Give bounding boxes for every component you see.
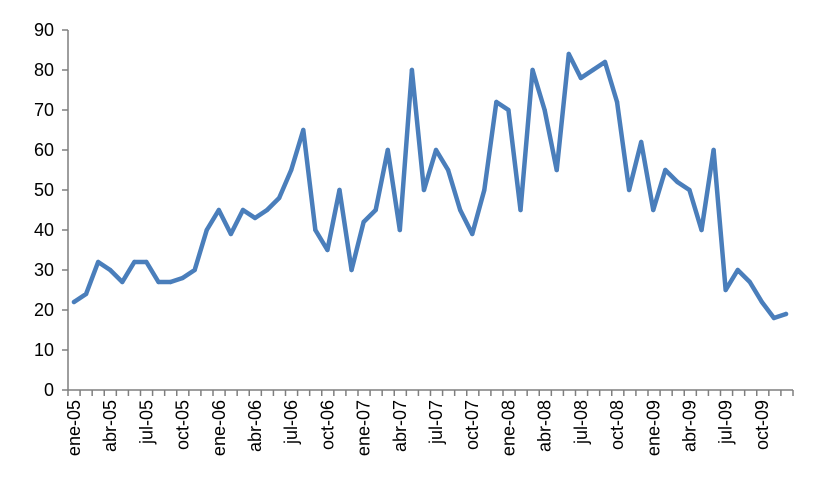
data-point — [144, 259, 149, 265]
data-point — [240, 207, 246, 213]
y-tick-label: 40 — [34, 220, 54, 240]
data-point — [409, 67, 415, 73]
data-point — [470, 231, 475, 237]
data-point — [204, 227, 209, 233]
y-tick-label: 0 — [44, 380, 54, 400]
data-point — [180, 275, 185, 281]
y-tick-label: 80 — [34, 60, 54, 80]
data-point — [216, 207, 222, 213]
data-point — [276, 195, 282, 201]
data-point — [759, 299, 765, 305]
data-point — [71, 299, 77, 305]
data-point — [554, 167, 559, 173]
x-tick-label: abr-08 — [535, 400, 555, 452]
data-point — [252, 215, 258, 221]
data-point — [771, 315, 777, 321]
data-point — [445, 167, 451, 173]
x-tick-label: abr-06 — [245, 400, 265, 452]
data-point — [385, 147, 390, 153]
data-point — [108, 267, 113, 273]
data-point — [614, 99, 620, 105]
data-points — [71, 51, 789, 321]
x-tick-label: oct-06 — [317, 400, 337, 450]
x-tick-label: ene-05 — [64, 400, 84, 456]
data-point — [120, 279, 125, 285]
data-point — [578, 75, 584, 81]
data-point — [711, 147, 716, 153]
data-point — [289, 167, 294, 173]
x-tick-label: oct-07 — [462, 400, 482, 450]
data-point — [530, 67, 535, 73]
data-point — [361, 219, 366, 225]
y-tick-label: 70 — [34, 100, 54, 120]
data-point — [590, 67, 596, 73]
data-point — [156, 279, 161, 285]
data-point — [783, 311, 789, 317]
y-tick-label: 60 — [34, 140, 54, 160]
x-tick-label: oct-08 — [607, 400, 627, 450]
data-point — [506, 107, 511, 113]
data-point — [566, 51, 571, 57]
data-point — [421, 187, 427, 193]
data-point — [83, 291, 89, 297]
x-tick-label: abr-09 — [679, 400, 699, 452]
data-point — [663, 167, 668, 173]
data-point — [301, 127, 306, 133]
x-axis-tick-marks — [67, 390, 794, 396]
data-point — [675, 179, 680, 185]
x-tick-label: oct-09 — [752, 400, 772, 450]
x-tick-label: ene-08 — [498, 400, 518, 456]
data-point — [349, 267, 354, 273]
x-tick-label: jul-09 — [716, 400, 736, 445]
data-point — [687, 187, 692, 193]
data-point — [337, 187, 342, 193]
x-tick-label: oct-05 — [173, 400, 193, 450]
x-tick-label: ene-06 — [209, 400, 229, 456]
data-point — [132, 259, 137, 265]
series-line — [71, 51, 789, 321]
data-point — [735, 267, 740, 273]
x-tick-label: jul-07 — [426, 400, 446, 445]
y-axis-tick-labels: 0 10 20 30 40 50 60 70 80 90 — [34, 20, 54, 400]
x-tick-label: jul-08 — [571, 400, 591, 445]
data-point — [192, 267, 197, 273]
data-point — [518, 207, 523, 213]
data-point — [699, 227, 704, 233]
data-point — [373, 207, 378, 213]
x-tick-label: jul-05 — [136, 400, 156, 445]
y-tick-label: 10 — [34, 340, 54, 360]
data-point — [168, 279, 173, 285]
data-point — [626, 187, 632, 193]
data-point — [457, 207, 463, 213]
x-tick-label: abr-07 — [390, 400, 410, 452]
x-tick-label: jul-06 — [281, 400, 301, 445]
y-tick-label: 90 — [34, 20, 54, 40]
data-point — [325, 247, 330, 253]
y-axis-tick-marks — [62, 29, 68, 391]
data-point — [494, 99, 499, 105]
data-point — [602, 59, 608, 65]
x-tick-label: ene-07 — [354, 400, 374, 456]
data-point — [482, 187, 487, 193]
data-point — [313, 227, 318, 233]
data-point — [723, 287, 728, 293]
data-point — [542, 107, 547, 113]
data-point — [228, 231, 234, 237]
y-tick-label: 50 — [34, 180, 54, 200]
data-point — [397, 227, 403, 233]
x-tick-label: ene-09 — [643, 400, 663, 456]
y-tick-label: 30 — [34, 260, 54, 280]
data-point — [95, 259, 101, 265]
data-point — [264, 207, 270, 213]
data-point — [638, 139, 644, 145]
data-point — [433, 147, 439, 153]
data-point — [747, 279, 752, 285]
y-tick-label: 20 — [34, 300, 54, 320]
x-axis-tick-labels: ene-05 abr-05 jul-05 oct-05 ene-06 abr-06 jul-… — [64, 400, 772, 456]
x-tick-label: abr-05 — [100, 400, 120, 452]
data-point — [651, 207, 656, 213]
